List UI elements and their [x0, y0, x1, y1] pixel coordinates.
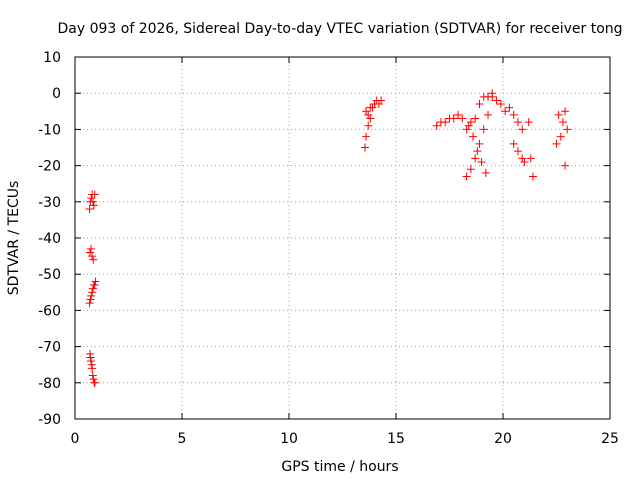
y-tick-label: -10: [38, 122, 61, 138]
data-point: [87, 291, 96, 300]
data-point: [89, 375, 98, 384]
data-points: [85, 89, 572, 387]
data-point: [475, 139, 484, 148]
data-point: [458, 114, 467, 123]
y-tick-label: -30: [38, 195, 61, 211]
data-point: [88, 197, 97, 206]
data-point: [362, 132, 371, 141]
plot-frame: [74, 56, 611, 420]
data-point: [518, 154, 527, 163]
data-point: [479, 125, 488, 134]
x-tick-label: 5: [178, 431, 187, 447]
y-tick-label: 0: [52, 86, 61, 102]
data-point: [473, 147, 482, 156]
data-point: [87, 357, 96, 366]
data-point: [377, 96, 386, 105]
grid: [75, 57, 610, 419]
data-point: [466, 165, 475, 174]
y-tick-label: -90: [38, 412, 61, 428]
data-point: [561, 161, 570, 170]
data-point: [520, 157, 529, 166]
data-point: [441, 118, 450, 127]
data-point: [454, 110, 463, 119]
data-point: [87, 194, 96, 203]
x-tick-label: 25: [601, 431, 619, 447]
data-point: [471, 154, 480, 163]
y-tick-label: -40: [38, 231, 61, 247]
x-tick-label: 20: [494, 431, 512, 447]
data-point: [513, 147, 522, 156]
y-axis-title: SDTVAR / TECUs: [6, 181, 22, 296]
data-point: [471, 114, 480, 123]
data-point: [360, 143, 369, 152]
y-tick-label: 10: [43, 50, 61, 66]
data-point: [88, 288, 97, 297]
data-point: [85, 248, 94, 257]
data-point: [552, 139, 561, 148]
data-point: [528, 172, 537, 181]
data-point: [492, 96, 501, 105]
data-point: [88, 371, 97, 380]
data-point: [513, 118, 522, 127]
data-point: [85, 205, 94, 214]
axis-tick-labels: 0 5 10 15 20 25 10 0 -10 -20 -30 -40 -50 -60 -70 -80 -90: [38, 50, 619, 447]
data-point: [462, 125, 471, 134]
data-point: [366, 114, 375, 123]
data-point: [524, 118, 533, 127]
x-axis-title: GPS time / hours: [281, 459, 398, 475]
data-point: [481, 168, 490, 177]
x-tick-label: 10: [280, 431, 298, 447]
data-point: [496, 100, 505, 109]
data-point: [86, 295, 95, 304]
data-point: [466, 118, 475, 127]
data-point: [88, 364, 97, 373]
x-tick-label: 15: [387, 431, 405, 447]
data-point: [90, 190, 99, 199]
data-point: [505, 103, 514, 112]
data-point: [364, 121, 373, 130]
data-point: [464, 121, 473, 130]
y-tick-label: -20: [38, 159, 61, 175]
data-point: [366, 103, 375, 112]
data-point: [89, 201, 98, 210]
y-tick-label: -50: [38, 267, 61, 283]
data-point: [556, 132, 565, 141]
data-point: [475, 100, 484, 109]
data-point: [509, 139, 518, 148]
data-point: [484, 110, 493, 119]
data-point: [362, 107, 371, 116]
data-point: [88, 284, 97, 293]
data-point: [87, 244, 96, 253]
data-point: [469, 132, 478, 141]
y-tick-label: -80: [38, 376, 61, 392]
data-point: [518, 125, 527, 134]
data-point: [85, 299, 94, 308]
data-point: [561, 107, 570, 116]
data-point: [432, 121, 441, 130]
data-point: [477, 157, 486, 166]
data-point: [370, 100, 379, 109]
data-point: [509, 110, 518, 119]
y-tick-label: -60: [38, 303, 61, 319]
data-point: [364, 110, 373, 119]
data-point: [554, 110, 563, 119]
y-tick-label: -70: [38, 340, 61, 356]
x-tick-label: 0: [71, 431, 80, 447]
data-point: [462, 172, 471, 181]
data-point: [89, 255, 98, 264]
data-point: [88, 252, 97, 261]
data-point: [563, 125, 572, 134]
data-point: [526, 154, 535, 163]
data-point: [91, 277, 100, 286]
chart-title: Day 093 of 2026, Sidereal Day-to-day VTE…: [57, 21, 622, 37]
data-point: [488, 92, 497, 101]
data-point: [90, 378, 99, 387]
data-point: [90, 281, 99, 290]
data-point: [558, 118, 567, 127]
data-point: [449, 114, 458, 123]
data-point: [86, 353, 95, 362]
data-point: [501, 107, 510, 116]
